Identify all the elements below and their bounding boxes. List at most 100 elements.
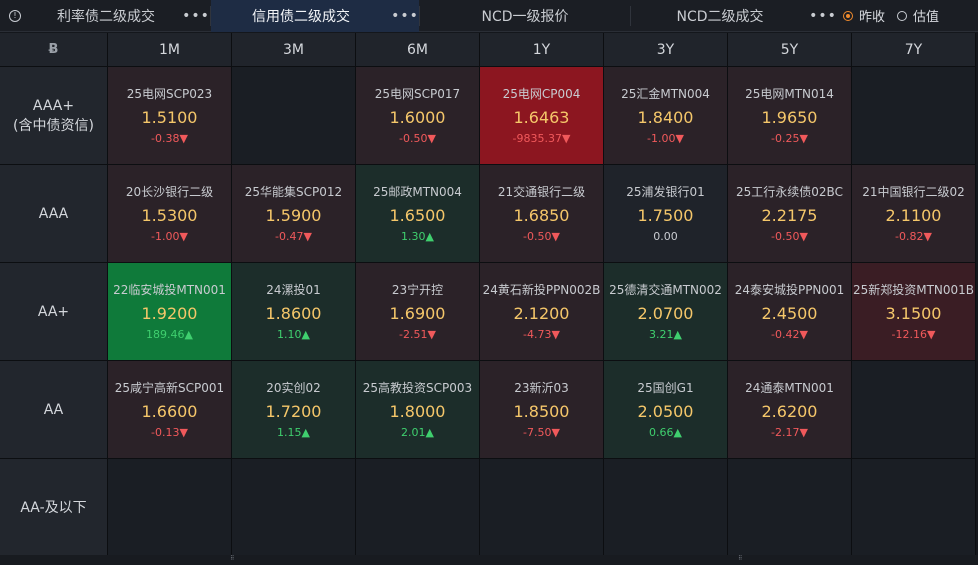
bond-name: 20长沙银行二级 bbox=[125, 184, 214, 199]
info-icon[interactable]: ! bbox=[0, 0, 30, 32]
bond-cell[interactable]: 25新郑投资MTN001B 3.1500 -12.16▼ bbox=[852, 263, 976, 361]
bond-name: 25汇金MTN004 bbox=[621, 86, 710, 101]
bond-cell[interactable]: 25德清交通MTN002 2.0700 3.21▲ bbox=[604, 263, 728, 361]
bond-cell[interactable]: 25汇金MTN004 1.8400 -1.00▼ bbox=[604, 67, 728, 165]
empty-cell bbox=[728, 459, 852, 557]
bond-change: -4.73▼ bbox=[523, 327, 560, 341]
bond-change: -7.50▼ bbox=[523, 425, 560, 439]
empty-cell bbox=[232, 67, 356, 165]
column-header-1y[interactable]: 1Y bbox=[480, 33, 604, 67]
tab-divider bbox=[630, 5, 631, 26]
bond-name: 24漯投01 bbox=[266, 282, 321, 297]
bond-cell[interactable]: 24漯投01 1.8600 1.10▲ bbox=[232, 263, 356, 361]
bond-cell[interactable]: 25电网CP004 1.6463 -9835.37▼ bbox=[480, 67, 604, 165]
bond-cell[interactable]: 20长沙银行二级 1.5300 -1.00▼ bbox=[108, 165, 232, 263]
bond-name: 24泰安城投PPN001 bbox=[734, 282, 845, 297]
column-header-6m[interactable]: 6M bbox=[356, 33, 480, 67]
bond-cell[interactable]: 22临安城投MTN001 1.9200 189.46▲ bbox=[108, 263, 232, 361]
tab-divider bbox=[210, 5, 211, 26]
row-header-label: AA-及以下 bbox=[20, 499, 87, 516]
bond-change: -0.50▼ bbox=[523, 229, 560, 243]
bond-change: -1.00▼ bbox=[151, 229, 188, 243]
bond-cell[interactable]: 21中国银行二级02 2.1100 -0.82▼ bbox=[852, 165, 976, 263]
bond-rate: 1.5100 bbox=[141, 107, 198, 127]
bond-cell[interactable]: 25工行永续债02BC 2.2175 -0.50▼ bbox=[728, 165, 852, 263]
row-header-label: AAA+ bbox=[32, 97, 75, 114]
empty-cell bbox=[852, 67, 976, 165]
bond-name: 25电网MTN014 bbox=[745, 86, 834, 101]
empty-cell bbox=[852, 459, 976, 557]
bond-cell[interactable]: 21交通银行二级 1.6850 -0.50▼ bbox=[480, 165, 604, 263]
radio-valuation[interactable]: 估值 bbox=[897, 6, 939, 25]
bond-change: -12.16▼ bbox=[891, 327, 936, 341]
column-header-1m[interactable]: 1M bbox=[108, 33, 232, 67]
more-icon[interactable]: ••• bbox=[391, 7, 419, 24]
bond-cell[interactable]: 25高教投资SCP003 1.8000 2.01▲ bbox=[356, 361, 480, 459]
tab-rate-bond-secondary[interactable]: 利率债二级成交 ••• bbox=[30, 0, 210, 32]
radio-dot-icon bbox=[843, 10, 853, 21]
bond-cell[interactable]: 23宁开控 1.6900 -2.51▼ bbox=[356, 263, 480, 361]
column-header-3y[interactable]: 3Y bbox=[604, 33, 728, 67]
bond-rate: 2.4500 bbox=[761, 303, 818, 323]
bond-cell[interactable]: 25浦发银行01 1.7500 0.00 bbox=[604, 165, 728, 263]
tab-ncd-secondary[interactable]: NCD二级成交 ••• bbox=[631, 0, 837, 32]
bond-rate: 1.6500 bbox=[389, 205, 446, 225]
bond-name: 25邮政MTN004 bbox=[373, 184, 462, 199]
resize-handle-icon[interactable]: ⠿ bbox=[738, 555, 743, 562]
tab-ncd-primary-quote[interactable]: NCD一级报价 bbox=[420, 0, 630, 32]
radio-dot-icon bbox=[897, 10, 908, 21]
bond-cell[interactable]: 24通泰MTN001 2.6200 -2.17▼ bbox=[728, 361, 852, 459]
more-icon[interactable]: ••• bbox=[809, 7, 837, 24]
credit-bond-matrix: Ƀ 1M 3M 6M 1Y 3Y 5Y 7Y AAA+ (含中债资信) 25电网SCP023 1.51… bbox=[0, 33, 976, 557]
bond-cell[interactable]: 25电网MTN014 1.9650 -0.25▼ bbox=[728, 67, 852, 165]
column-header-7y[interactable]: 7Y bbox=[852, 33, 976, 67]
column-header-5y[interactable]: 5Y bbox=[728, 33, 852, 67]
bond-rate: 1.5300 bbox=[141, 205, 198, 225]
bond-rate: 1.9650 bbox=[761, 107, 818, 127]
bond-rate: 2.1100 bbox=[885, 205, 942, 225]
bond-change: -0.50▼ bbox=[771, 229, 808, 243]
bond-cell[interactable]: 25电网SCP023 1.5100 -0.38▼ bbox=[108, 67, 232, 165]
bond-name: 20实创02 bbox=[266, 380, 321, 395]
radio-label: 估值 bbox=[913, 10, 940, 25]
bond-rate: 1.6600 bbox=[141, 401, 198, 421]
bond-name: 24通泰MTN001 bbox=[745, 380, 834, 395]
radio-label: 昨收 bbox=[859, 10, 886, 25]
tab-credit-bond-secondary[interactable]: 信用债二级成交 ••• bbox=[211, 0, 419, 32]
radio-prev-close[interactable]: 昨收 bbox=[843, 6, 885, 25]
corner-cell: Ƀ bbox=[0, 33, 108, 67]
bond-name: 23新沂03 bbox=[514, 380, 569, 395]
bond-cell[interactable]: 25电网SCP017 1.6000 -0.50▼ bbox=[356, 67, 480, 165]
bond-cell[interactable]: 25国创G1 2.0500 0.66▲ bbox=[604, 361, 728, 459]
empty-cell bbox=[356, 459, 480, 557]
top-toolbar: ! 利率债二级成交 ••• 信用债二级成交 ••• NCD一级报价 NCD二级成… bbox=[0, 0, 978, 32]
bond-change: 0.00 bbox=[653, 229, 678, 243]
bond-rate: 1.7500 bbox=[637, 205, 694, 225]
bond-rate: 1.8500 bbox=[513, 401, 570, 421]
bond-rate: 1.7200 bbox=[265, 401, 322, 421]
tab-divider bbox=[419, 5, 420, 26]
bond-cell[interactable]: 24泰安城投PPN001 2.4500 -0.42▼ bbox=[728, 263, 852, 361]
bond-cell[interactable]: 20实创02 1.7200 1.15▲ bbox=[232, 361, 356, 459]
bond-rate: 2.1200 bbox=[513, 303, 570, 323]
tab-label: 信用债二级成交 bbox=[252, 8, 350, 25]
bond-change: 1.15▲ bbox=[277, 425, 310, 439]
bond-cell[interactable]: 23新沂03 1.8500 -7.50▼ bbox=[480, 361, 604, 459]
bond-name: 25工行永续债02BC bbox=[736, 184, 843, 199]
bond-name: 23宁开控 bbox=[391, 282, 444, 297]
bond-name: 25浦发银行01 bbox=[626, 184, 705, 199]
bond-rate: 1.8600 bbox=[265, 303, 322, 323]
more-icon[interactable]: ••• bbox=[182, 7, 210, 24]
bitcoin-icon[interactable]: Ƀ bbox=[48, 42, 59, 57]
bond-rate: 1.5900 bbox=[265, 205, 322, 225]
tab-label: NCD二级成交 bbox=[676, 8, 764, 25]
column-header-3m[interactable]: 3M bbox=[232, 33, 356, 67]
bond-cell[interactable]: 25邮政MTN004 1.6500 1.30▲ bbox=[356, 165, 480, 263]
bond-name: 22临安城投MTN001 bbox=[113, 282, 226, 297]
bond-name: 25新郑投资MTN001B bbox=[852, 282, 975, 297]
bond-cell[interactable]: 25华能集SCP012 1.5900 -0.47▼ bbox=[232, 165, 356, 263]
bond-cell[interactable]: 24黄石新投PPN002B 2.1200 -4.73▼ bbox=[480, 263, 604, 361]
resize-handle-icon[interactable]: ⠿ bbox=[230, 555, 235, 562]
bond-cell[interactable]: 25咸宁高新SCP001 1.6600 -0.13▼ bbox=[108, 361, 232, 459]
bond-change: 3.21▲ bbox=[649, 327, 682, 341]
